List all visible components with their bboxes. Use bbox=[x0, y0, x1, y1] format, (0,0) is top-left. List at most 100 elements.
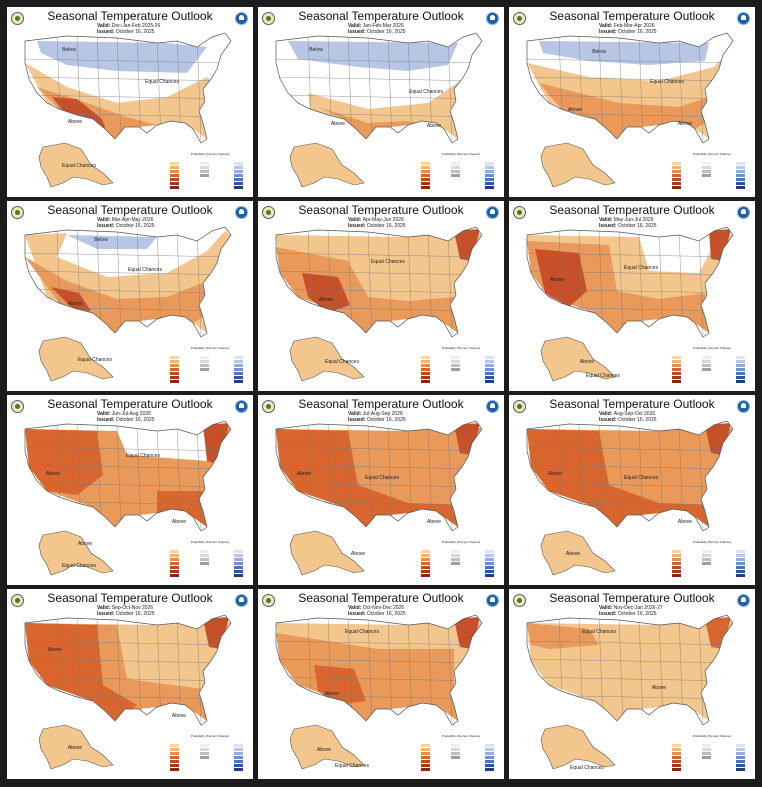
nws-seal-icon bbox=[513, 12, 526, 25]
noaa-logo-icon bbox=[235, 206, 248, 219]
state-border bbox=[25, 76, 231, 82]
legend-swatch bbox=[672, 376, 681, 379]
legend-swatch bbox=[702, 170, 711, 173]
legend-swatch bbox=[421, 562, 430, 565]
state-border bbox=[25, 58, 231, 64]
legend-swatch bbox=[736, 554, 745, 557]
legend-swatch bbox=[702, 748, 711, 751]
legend-swatch bbox=[485, 380, 494, 383]
state-border bbox=[447, 34, 453, 142]
outlook-region-above-mid bbox=[527, 623, 599, 649]
legend-swatch bbox=[234, 368, 243, 371]
outlook-panel-djf: Below Equal Chances Above Equal Chances Seas… bbox=[7, 7, 253, 197]
legend-swatch bbox=[736, 186, 745, 189]
legend-below-swatches bbox=[485, 550, 494, 578]
region-label: Above bbox=[548, 471, 562, 477]
issued-date: October 16, 2025 bbox=[617, 417, 657, 423]
valid-label: Valid: bbox=[599, 23, 614, 29]
region-label: Equal Chances bbox=[586, 373, 620, 379]
state-border bbox=[96, 422, 102, 530]
issued-label: Issued: bbox=[348, 223, 367, 229]
legend-swatch bbox=[672, 562, 681, 565]
state-border bbox=[276, 640, 482, 646]
legend-swatch bbox=[736, 170, 745, 173]
state-border bbox=[598, 422, 604, 530]
legend-below-swatches bbox=[234, 356, 243, 384]
state-border bbox=[387, 34, 393, 142]
legend-swatch bbox=[736, 566, 745, 569]
nws-seal-icon bbox=[262, 594, 275, 607]
legend-swatch bbox=[421, 554, 430, 557]
region-label: Above bbox=[325, 691, 339, 697]
valid-issued-text: Valid: May-Jun-Jul 2026 Issued: October 1… bbox=[599, 217, 657, 229]
region-label: Above bbox=[580, 359, 594, 365]
region-label: Above bbox=[172, 713, 186, 719]
region-label: Above bbox=[568, 107, 582, 113]
legend-swatch bbox=[170, 562, 179, 565]
alaska-region bbox=[289, 724, 365, 770]
state-border bbox=[156, 616, 162, 724]
legend-swatch bbox=[736, 562, 745, 565]
legend-swatch bbox=[485, 174, 494, 177]
legend-swatch bbox=[485, 372, 494, 375]
legend-swatch bbox=[485, 748, 494, 751]
valid-period: Mar-Apr-May 2026 bbox=[111, 217, 154, 223]
legend-below-swatches bbox=[485, 356, 494, 384]
legend-swatch bbox=[234, 764, 243, 767]
region-label: Below bbox=[62, 47, 76, 53]
legend-near-swatches bbox=[200, 356, 209, 372]
legend-swatch bbox=[485, 162, 494, 165]
legend-above-swatches bbox=[170, 162, 179, 190]
state-border bbox=[367, 34, 373, 142]
state-border bbox=[196, 616, 202, 724]
alaska-region bbox=[38, 142, 114, 188]
region-label: Above bbox=[678, 519, 692, 525]
valid-period: Dec-Jan-Feb 2025-26 bbox=[111, 23, 161, 29]
legend-swatch bbox=[170, 558, 179, 561]
legend-swatch bbox=[421, 570, 430, 573]
state-border bbox=[638, 34, 644, 142]
legend-swatch bbox=[170, 550, 179, 553]
outlook-panel-fma: Below Equal Chances Above Above Seasonal Tem… bbox=[509, 7, 755, 197]
legend-swatch bbox=[485, 554, 494, 557]
issued-label: Issued: bbox=[348, 417, 367, 423]
region-label: Above bbox=[331, 121, 345, 127]
outlook-region-above-darker bbox=[709, 229, 731, 261]
legend-swatch bbox=[421, 752, 430, 755]
alaska-region bbox=[540, 724, 616, 770]
state-border bbox=[527, 270, 733, 276]
legend-swatch bbox=[234, 760, 243, 763]
region-label: Above bbox=[427, 123, 441, 129]
legend-swatch bbox=[672, 574, 681, 577]
state-border bbox=[196, 228, 202, 336]
state-border bbox=[25, 94, 231, 100]
state-border bbox=[276, 482, 482, 488]
state-border bbox=[25, 270, 231, 276]
us-border bbox=[24, 226, 232, 338]
alaska-region bbox=[289, 336, 365, 382]
legend-swatch bbox=[736, 764, 745, 767]
legend-swatch bbox=[485, 550, 494, 553]
legend-swatch bbox=[672, 186, 681, 189]
nws-seal-icon bbox=[11, 206, 24, 219]
temperature-map: Equal Chances Above Above Equal Chances bbox=[275, 614, 483, 770]
legend-swatch bbox=[736, 372, 745, 375]
state-border bbox=[276, 288, 482, 294]
state-border bbox=[276, 58, 482, 64]
legend-title: Probability (Percent Chance) bbox=[190, 734, 230, 738]
legend-swatch bbox=[451, 748, 460, 751]
legend-swatch bbox=[170, 356, 179, 359]
temperature-map: Below Equal Chances Above Equal Chances bbox=[24, 226, 232, 382]
legend-swatch bbox=[200, 550, 209, 553]
legend-swatch bbox=[672, 752, 681, 755]
panel-title: Seasonal Temperature Outlook bbox=[549, 9, 715, 23]
state-border bbox=[367, 422, 373, 530]
region-label: Below bbox=[94, 237, 108, 243]
legend-swatch bbox=[451, 162, 460, 165]
legend-swatch bbox=[702, 756, 711, 759]
legend-near-swatches bbox=[451, 162, 460, 178]
legend-above-swatches bbox=[421, 744, 430, 772]
legend-swatch bbox=[451, 554, 460, 557]
state-border bbox=[96, 34, 102, 142]
state-border bbox=[407, 34, 413, 142]
